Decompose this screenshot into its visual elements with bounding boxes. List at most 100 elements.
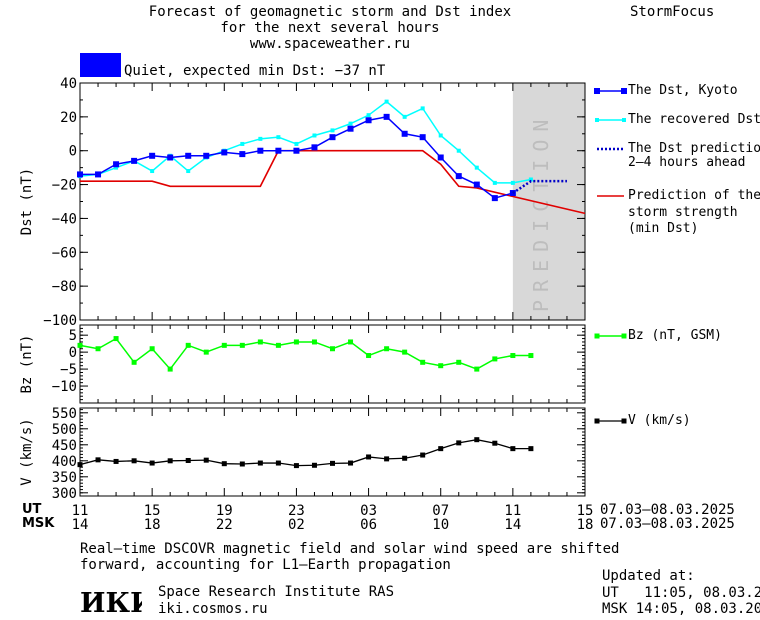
legend-dst-recovered-swatch-marker: [622, 118, 626, 122]
dst-recovered-point: [438, 133, 443, 138]
y-tick-label-v: 550: [52, 406, 77, 422]
dst-kyoto-point: [113, 161, 120, 168]
dst-recovered-point: [258, 136, 263, 141]
v-point: [95, 457, 101, 463]
legend-dst-prediction-line-1: The Dst prediction: [628, 141, 760, 156]
bz-point: [239, 342, 245, 348]
y-tick-label-dst: 40: [60, 76, 77, 92]
ut-tick-label: 11: [504, 503, 521, 519]
legend-dst-kyoto-swatch-marker: [621, 88, 627, 94]
updated-msk: MSK 14:05, 08.03.2025: [602, 601, 760, 617]
v-point: [293, 463, 299, 469]
bz-point: [131, 359, 137, 365]
dst-recovered-point: [312, 133, 317, 138]
v-point: [149, 460, 155, 466]
legend-v: V (km/s): [628, 413, 691, 428]
dst-kyoto-point: [95, 171, 102, 178]
dst-kyoto-point: [329, 134, 336, 141]
dst-kyoto-point: [437, 154, 444, 161]
dst-kyoto-point: [167, 154, 174, 161]
v-point: [257, 460, 263, 466]
v-point: [474, 437, 480, 443]
y-tick-label-bz: 5: [69, 328, 77, 344]
y-tick-label-v: 450: [52, 438, 77, 454]
y-tick-label-dst: 20: [60, 110, 77, 126]
legend-storm-strength-line-3: (min Dst): [628, 221, 699, 236]
ut-tick-label: 07: [432, 503, 449, 519]
ut-tick-label: 15: [577, 503, 594, 519]
v-point: [366, 454, 372, 460]
msk-axis-label: MSK: [22, 516, 55, 531]
brand-name: StormFocus: [630, 4, 715, 20]
v-point: [131, 458, 137, 464]
updated-ut: UT 11:05, 08.03.2025: [602, 585, 760, 601]
y-tick-label-dst: −80: [52, 279, 77, 295]
msk-tick-label: 22: [216, 517, 233, 533]
legend-storm-strength-line-1: Prediction of the: [628, 188, 760, 203]
bz-point: [510, 353, 516, 359]
bz-point: [185, 342, 191, 348]
v-point: [203, 457, 209, 463]
v-point: [275, 460, 281, 466]
bz-point: [438, 363, 444, 369]
bz-point: [221, 342, 227, 348]
v-point: [348, 460, 354, 466]
v-point: [384, 456, 390, 462]
panel-frame-v: [79, 407, 586, 497]
dst-kyoto-point: [455, 173, 462, 180]
bz-point: [456, 359, 462, 365]
y-tick-label-dst: −60: [52, 245, 77, 261]
v-ylabel: V (km/s): [19, 418, 35, 485]
bz-point: [420, 359, 426, 365]
y-tick-label-v: 300: [52, 486, 77, 502]
v-point: [221, 461, 227, 467]
dst-kyoto-point: [383, 113, 390, 120]
msk-tick-label: 02: [288, 517, 305, 533]
v-point: [456, 440, 462, 446]
panel-frame-dst: [79, 82, 586, 321]
v-point: [185, 457, 191, 463]
bz-point: [528, 353, 534, 359]
y-tick-label-dst: −100: [43, 313, 77, 329]
bz-point: [113, 336, 119, 342]
dst-recovered-point: [366, 113, 371, 118]
y-tick-label-bz: −5: [60, 362, 77, 378]
dst-recovered-point: [510, 180, 515, 185]
dst-recovered-line: [79, 100, 532, 184]
dst-recovered-point: [384, 99, 389, 104]
dst-kyoto-point: [221, 149, 228, 156]
dst-recovered-point: [276, 135, 281, 140]
dst-recovered-point: [150, 169, 155, 174]
v-point: [330, 460, 335, 466]
dst-kyoto-point: [473, 181, 480, 188]
bz-point: [275, 342, 281, 348]
chart-title-line-2: for the next several hours: [220, 20, 440, 36]
legend-v-swatch-marker: [621, 418, 627, 424]
y-tick-label-dst: −20: [52, 178, 77, 194]
v-point: [492, 440, 498, 446]
legend-dst-kyoto: The Dst, Kyoto: [628, 83, 738, 98]
dst-kyoto-point: [311, 144, 318, 151]
institute-site[interactable]: iki.cosmos.ru: [158, 601, 268, 617]
ut-tick-label: 11: [72, 503, 89, 519]
ut-tick-label: 23: [288, 503, 305, 519]
dst-recovered-point: [330, 128, 335, 133]
storm-strength-line: [80, 149, 586, 215]
dst-recovered-point: [492, 180, 497, 185]
status-color-box: [80, 53, 121, 77]
chart-title-line-1: Forecast of geomagnetic storm and Dst in…: [148, 4, 512, 20]
bz-point: [293, 339, 299, 345]
dst-kyoto-point: [149, 152, 156, 159]
y-tick-label-dst: 0: [69, 144, 77, 160]
website-link[interactable]: www.spaceweather.ru: [249, 36, 411, 52]
v-point: [402, 455, 408, 461]
ut-tick-label: 19: [216, 503, 233, 519]
dst-recovered-point: [528, 177, 533, 182]
dst-recovered-point: [186, 169, 191, 174]
v-point: [113, 458, 119, 464]
status-label: Quiet, expected min Dst: −37 nT: [124, 63, 386, 79]
dst-recovered-point: [420, 106, 425, 111]
v-point: [167, 458, 173, 464]
dst-kyoto-point: [131, 157, 138, 164]
